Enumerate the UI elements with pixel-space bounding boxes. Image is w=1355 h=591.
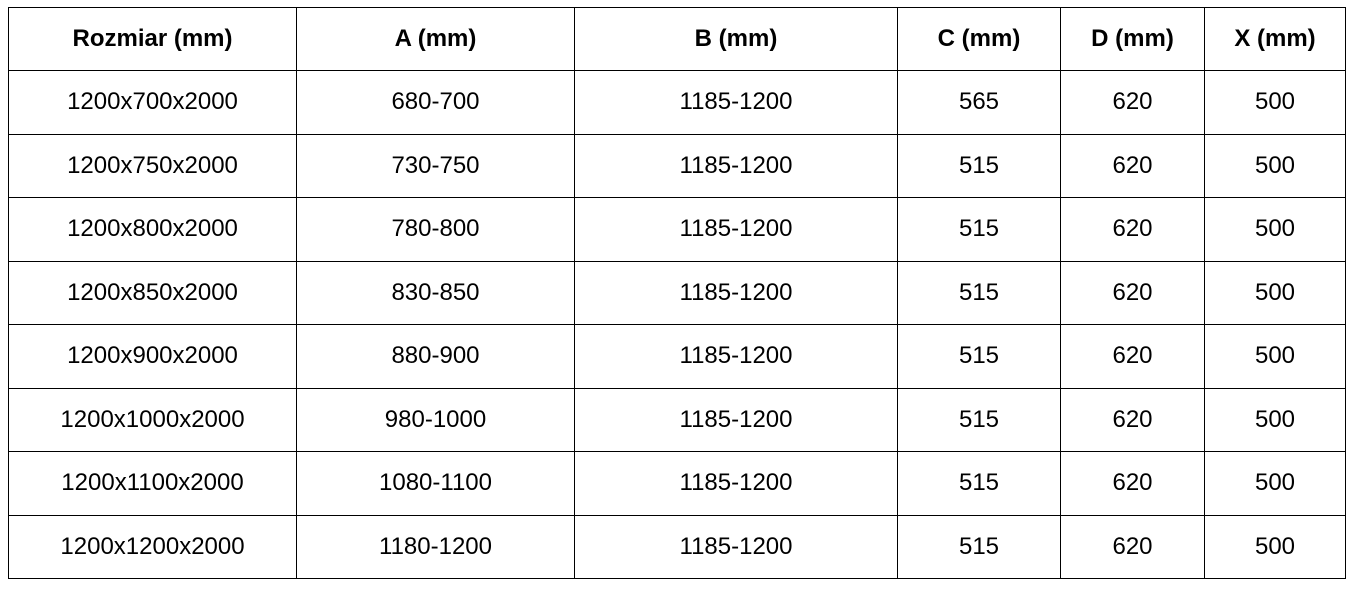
table-cell: 830-850	[296, 260, 575, 325]
table-cell: 620	[1060, 70, 1205, 135]
header-cell: D (mm)	[1060, 7, 1205, 71]
table-cell: 1185-1200	[574, 514, 898, 579]
table-cell: 980-1000	[296, 387, 575, 452]
header-cell: Rozmiar (mm)	[8, 7, 297, 71]
table-cell: 620	[1060, 451, 1205, 516]
table-row: 1200x800x2000 780-800 1185-1200 515 620 500	[8, 197, 1346, 262]
table-cell: 620	[1060, 260, 1205, 325]
table-row: 1200x750x2000 730-750 1185-1200 515 620 500	[8, 133, 1346, 198]
table-cell: 620	[1060, 387, 1205, 452]
table-cell: 620	[1060, 324, 1205, 389]
table-cell: 1180-1200	[296, 514, 575, 579]
table-cell: 1200x1200x2000	[8, 514, 297, 579]
table-cell: 500	[1204, 324, 1346, 389]
table-cell: 500	[1204, 387, 1346, 452]
table-cell: 515	[897, 451, 1061, 516]
table-row: 1200x1100x2000 1080-1100 1185-1200 515 620 50…	[8, 451, 1346, 516]
table-cell: 500	[1204, 70, 1346, 135]
table-row: 1200x850x2000 830-850 1185-1200 515 620 500	[8, 260, 1346, 325]
table-cell: 515	[897, 133, 1061, 198]
table-cell: 1185-1200	[574, 451, 898, 516]
table-cell: 515	[897, 324, 1061, 389]
table-cell: 880-900	[296, 324, 575, 389]
table-cell: 565	[897, 70, 1061, 135]
table-row: 1200x1200x2000 1180-1200 1185-1200 515 620 50…	[8, 514, 1346, 579]
header-cell: X (mm)	[1204, 7, 1346, 71]
table-cell: 1185-1200	[574, 324, 898, 389]
header-cell: A (mm)	[296, 7, 575, 71]
table-cell: 500	[1204, 260, 1346, 325]
table-cell: 1200x900x2000	[8, 324, 297, 389]
table-cell: 500	[1204, 197, 1346, 262]
table-cell: 1200x750x2000	[8, 133, 297, 198]
table-cell: 1200x1100x2000	[8, 451, 297, 516]
header-row: Rozmiar (mm) A (mm) B (mm) C (mm) D (mm)…	[8, 7, 1346, 71]
table-cell: 1185-1200	[574, 197, 898, 262]
table-cell: 515	[897, 260, 1061, 325]
table-cell: 1185-1200	[574, 387, 898, 452]
table-row: 1200x1000x2000 980-1000 1185-1200 515 620 500	[8, 387, 1346, 452]
table-cell: 680-700	[296, 70, 575, 135]
table-cell: 620	[1060, 133, 1205, 198]
table-cell: 1200x800x2000	[8, 197, 297, 262]
table-cell: 1185-1200	[574, 133, 898, 198]
table-cell: 515	[897, 514, 1061, 579]
table-cell: 1185-1200	[574, 70, 898, 135]
table-cell: 1200x1000x2000	[8, 387, 297, 452]
table-cell: 500	[1204, 514, 1346, 579]
table-cell: 500	[1204, 451, 1346, 516]
table-cell: 780-800	[296, 197, 575, 262]
table-cell: 1200x700x2000	[8, 70, 297, 135]
dimensions-table: Rozmiar (mm) A (mm) B (mm) C (mm) D (mm)…	[8, 7, 1346, 579]
table-cell: 620	[1060, 514, 1205, 579]
table-cell: 620	[1060, 197, 1205, 262]
table-cell: 1185-1200	[574, 260, 898, 325]
table-cell: 500	[1204, 133, 1346, 198]
table-cell: 730-750	[296, 133, 575, 198]
table-row: 1200x900x2000 880-900 1185-1200 515 620 500	[8, 324, 1346, 389]
table-cell: 1080-1100	[296, 451, 575, 516]
table-cell: 515	[897, 197, 1061, 262]
table-cell: 1200x850x2000	[8, 260, 297, 325]
header-cell: B (mm)	[574, 7, 898, 71]
table-row: 1200x700x2000 680-700 1185-1200 565 620 500	[8, 70, 1346, 135]
table-cell: 515	[897, 387, 1061, 452]
header-cell: C (mm)	[897, 7, 1061, 71]
